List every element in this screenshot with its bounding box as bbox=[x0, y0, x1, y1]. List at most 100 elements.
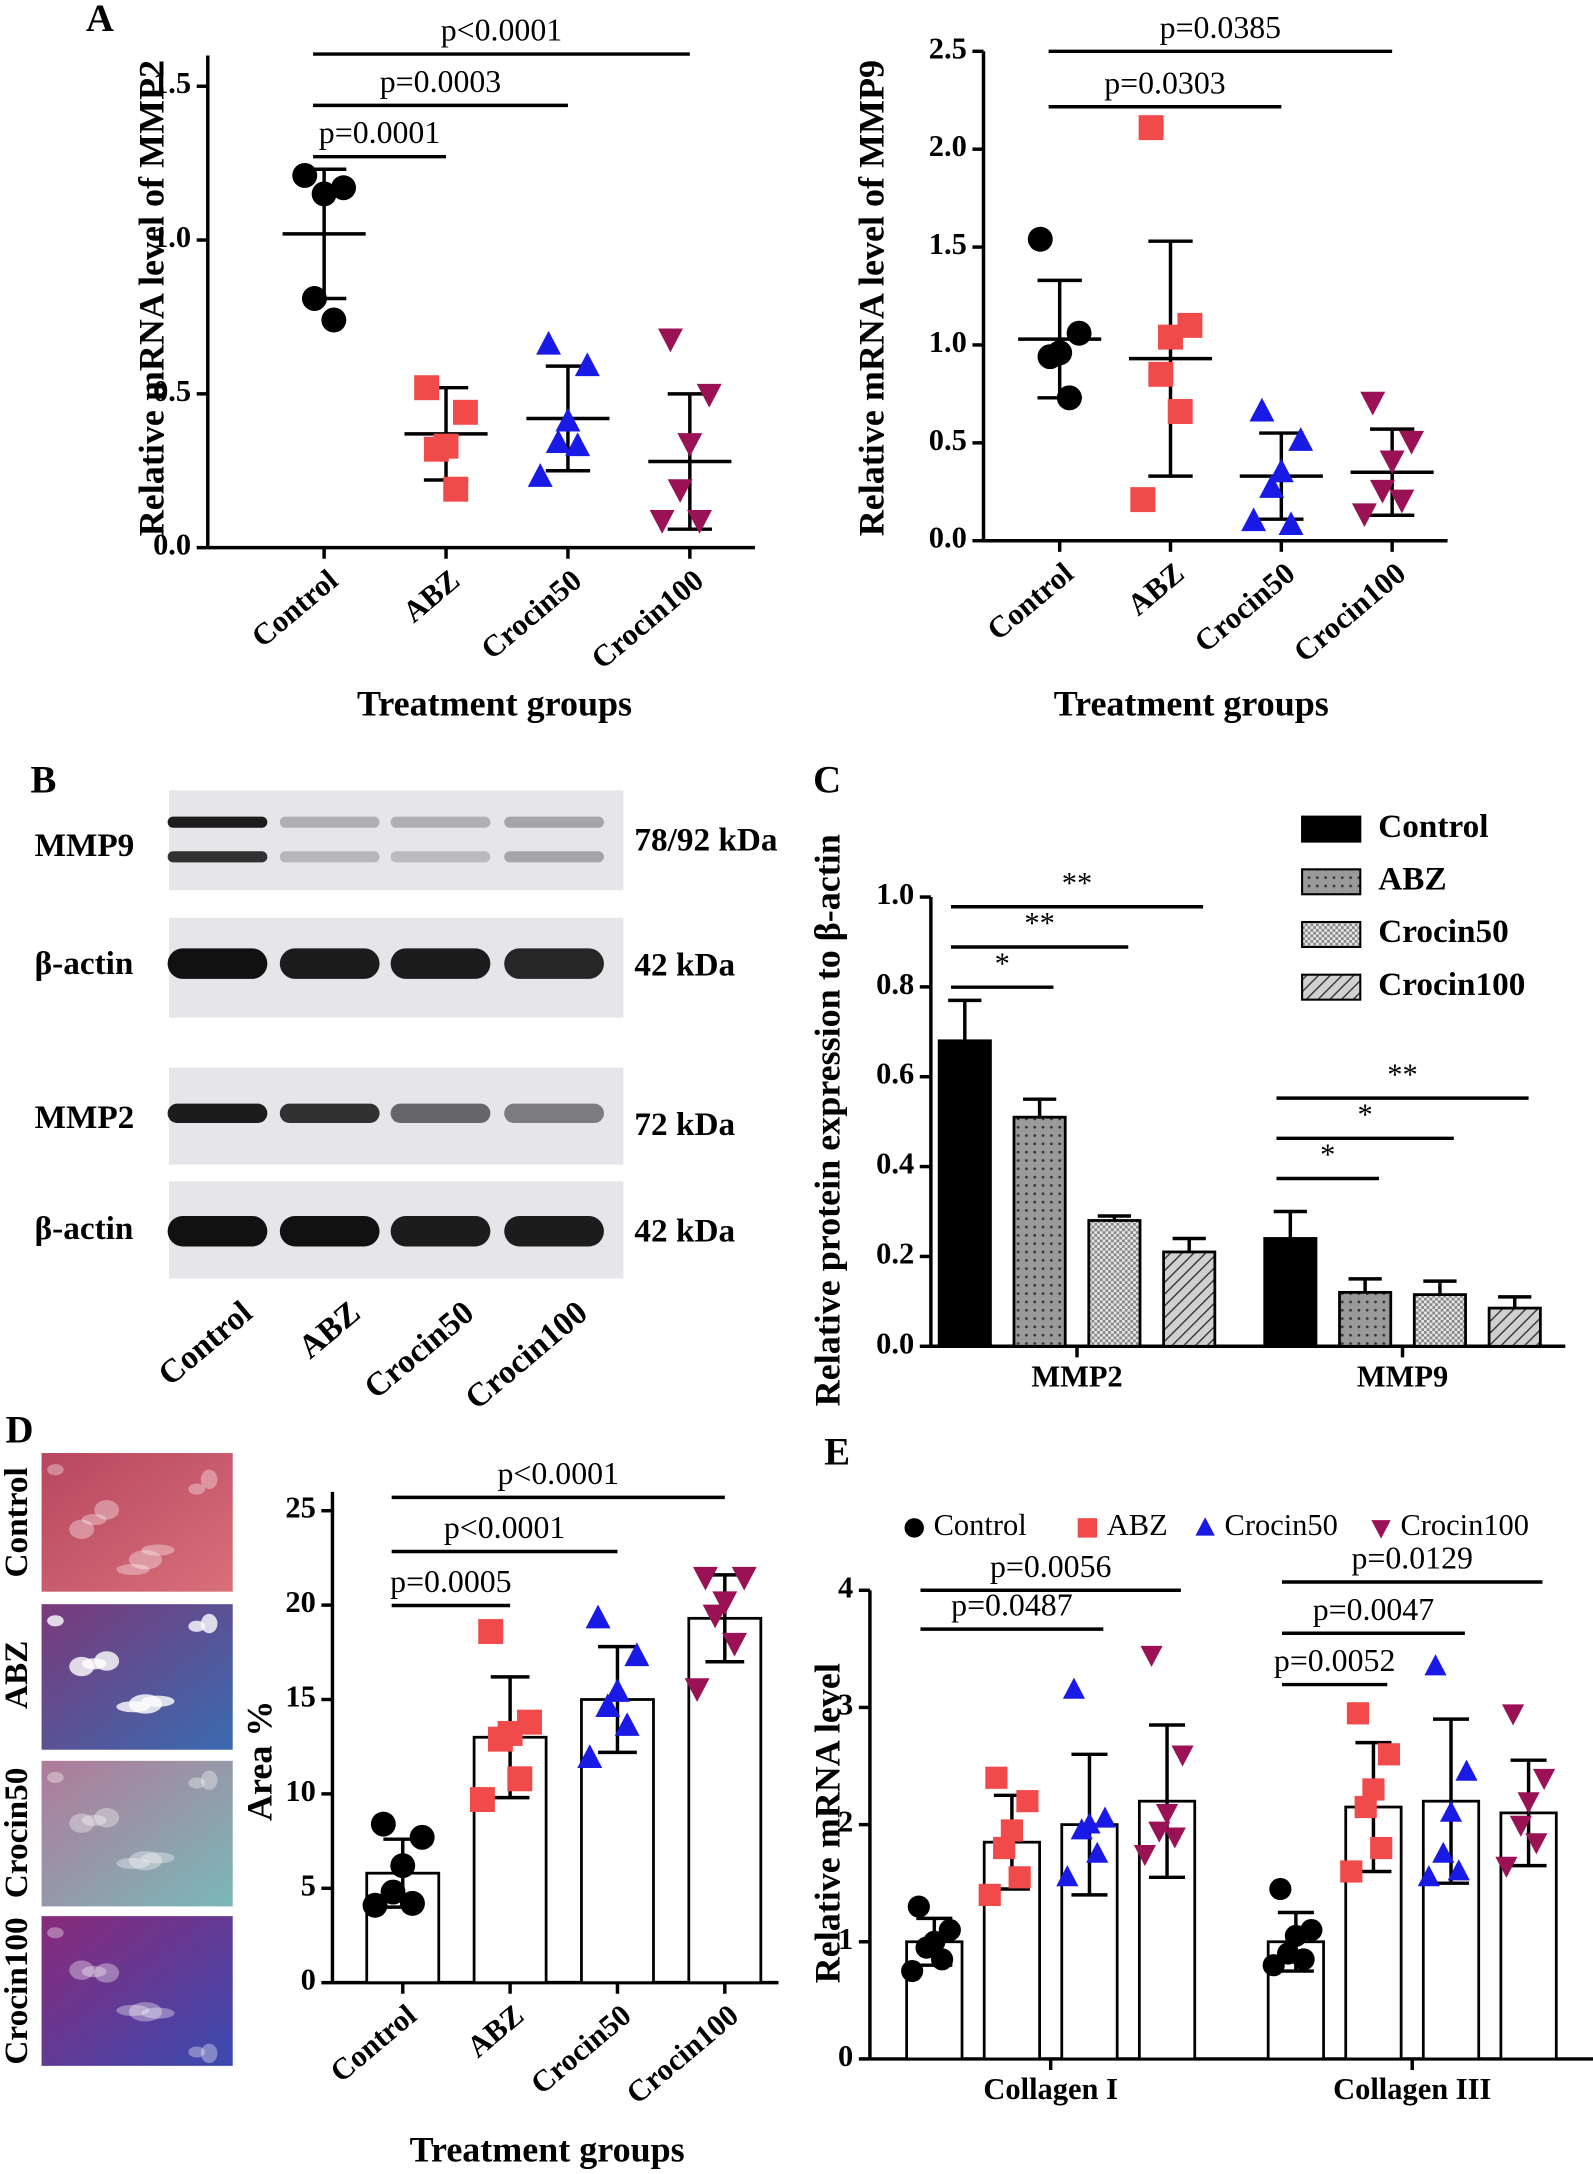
error-bar bbox=[1172, 1236, 1206, 1252]
error-bar bbox=[1273, 1209, 1307, 1239]
histology-texture bbox=[47, 1927, 64, 1939]
data-point bbox=[1093, 1806, 1117, 1828]
histology-texture bbox=[47, 1464, 64, 1476]
data-point bbox=[1509, 1815, 1532, 1837]
y-tick-label: 2.0 bbox=[929, 129, 967, 163]
data-point bbox=[1155, 1804, 1179, 1826]
data-point bbox=[1369, 479, 1395, 504]
histology-texture bbox=[141, 1852, 175, 1864]
blot-size-label: 72 kDa bbox=[634, 1106, 735, 1143]
data-point bbox=[399, 1890, 425, 1916]
x-axis-title: Treatment groups bbox=[410, 2129, 685, 2169]
histology-texture bbox=[128, 2002, 163, 2022]
histology-texture bbox=[81, 1514, 107, 1526]
data-point bbox=[624, 1642, 650, 1667]
data-point bbox=[1070, 1818, 1093, 1840]
data-point bbox=[696, 383, 722, 408]
data-point bbox=[1389, 489, 1415, 514]
data-point bbox=[1371, 1520, 1391, 1539]
histology-texture bbox=[188, 1777, 206, 1789]
blot-size-label: 78/92 kDa bbox=[634, 822, 777, 859]
data-point bbox=[1447, 1859, 1470, 1881]
data-point bbox=[1278, 511, 1304, 536]
data-point bbox=[545, 429, 571, 454]
legend-swatch bbox=[1301, 973, 1362, 1001]
histology-texture bbox=[81, 1966, 107, 1978]
y-tick-label: 0.8 bbox=[876, 967, 914, 1001]
data-point bbox=[1086, 1841, 1109, 1863]
histology-texture bbox=[94, 1500, 120, 1520]
data-point bbox=[292, 162, 318, 188]
data-point bbox=[1262, 1954, 1285, 1977]
bar bbox=[1012, 1115, 1067, 1348]
data-point bbox=[1158, 324, 1183, 350]
data-point bbox=[1066, 320, 1092, 346]
data-point bbox=[409, 1824, 435, 1850]
legend-label: Crocin100 bbox=[1400, 1508, 1529, 1542]
blot-band bbox=[390, 948, 491, 979]
blot-row-label: β-actin bbox=[35, 945, 134, 982]
histology-label: Crocin50 bbox=[0, 1768, 35, 1899]
data-point bbox=[321, 307, 347, 333]
data-point bbox=[452, 399, 478, 425]
data-point bbox=[1351, 503, 1377, 528]
comparison-label: p=0.0001 bbox=[319, 115, 440, 150]
bar bbox=[687, 1616, 763, 1985]
legend-swatch bbox=[1301, 868, 1362, 896]
y-tick-label: 4 bbox=[838, 1570, 853, 1604]
data-point bbox=[1037, 344, 1063, 370]
blot-membrane bbox=[168, 790, 624, 891]
error-bar bbox=[1423, 1279, 1457, 1295]
data-point bbox=[1133, 1845, 1156, 1867]
comparison-label: * bbox=[1358, 1097, 1373, 1131]
histology-texture bbox=[47, 1615, 64, 1627]
data-point bbox=[1340, 1860, 1363, 1883]
error-bar bbox=[1149, 1723, 1186, 1880]
data-point bbox=[684, 1678, 710, 1702]
blot-band bbox=[279, 1215, 380, 1247]
data-point bbox=[692, 1566, 718, 1591]
histology-image bbox=[41, 1453, 233, 1592]
blot-size-label: 42 kDa bbox=[634, 1213, 735, 1250]
y-tick-label: 0.6 bbox=[876, 1057, 914, 1091]
bar bbox=[937, 1039, 992, 1348]
histology-texture bbox=[116, 1563, 150, 1576]
y-tick-label: 15 bbox=[285, 1679, 315, 1713]
y-tick-label: 0.0 bbox=[153, 528, 191, 562]
comparison-label: * bbox=[1320, 1138, 1335, 1172]
histology-texture bbox=[69, 1656, 95, 1677]
data-point bbox=[687, 509, 713, 534]
blot-band bbox=[504, 1215, 604, 1247]
y-axis-title: Relative mRNA level of MMP9 bbox=[852, 60, 892, 536]
legend-label: Crocin50 bbox=[1225, 1508, 1338, 1542]
data-point bbox=[574, 352, 600, 377]
comparison-label: p<0.0001 bbox=[498, 1456, 619, 1491]
data-point bbox=[1056, 385, 1082, 411]
comparison-label: p<0.0001 bbox=[444, 1510, 565, 1545]
x-tick-label: MMP9 bbox=[1357, 1360, 1448, 1394]
y-tick-label: 1.0 bbox=[929, 325, 967, 359]
data-point bbox=[1167, 399, 1193, 424]
error-bar bbox=[1148, 239, 1193, 478]
y-tick-label: 1.0 bbox=[153, 220, 191, 254]
data-point bbox=[1288, 427, 1314, 451]
blot-row-label: MMP2 bbox=[35, 1099, 135, 1136]
comparison-label: p=0.0052 bbox=[1274, 1643, 1395, 1678]
legend-swatch bbox=[1301, 920, 1362, 949]
data-point bbox=[1399, 430, 1425, 455]
data-point bbox=[487, 1726, 513, 1752]
x-tick-label: MMP2 bbox=[1031, 1360, 1122, 1394]
y-tick-label: 0.0 bbox=[929, 521, 967, 555]
data-point bbox=[1016, 1790, 1039, 1813]
data-point bbox=[1362, 1778, 1385, 1801]
data-point bbox=[1517, 1792, 1540, 1814]
data-point bbox=[1077, 1518, 1098, 1538]
legend-label: Control bbox=[1378, 808, 1488, 845]
data-point bbox=[469, 1787, 495, 1813]
data-point bbox=[1027, 226, 1053, 252]
histology-texture bbox=[81, 1814, 107, 1826]
data-point bbox=[731, 1566, 757, 1591]
data-point bbox=[938, 1918, 961, 1942]
data-point bbox=[1284, 1924, 1307, 1947]
